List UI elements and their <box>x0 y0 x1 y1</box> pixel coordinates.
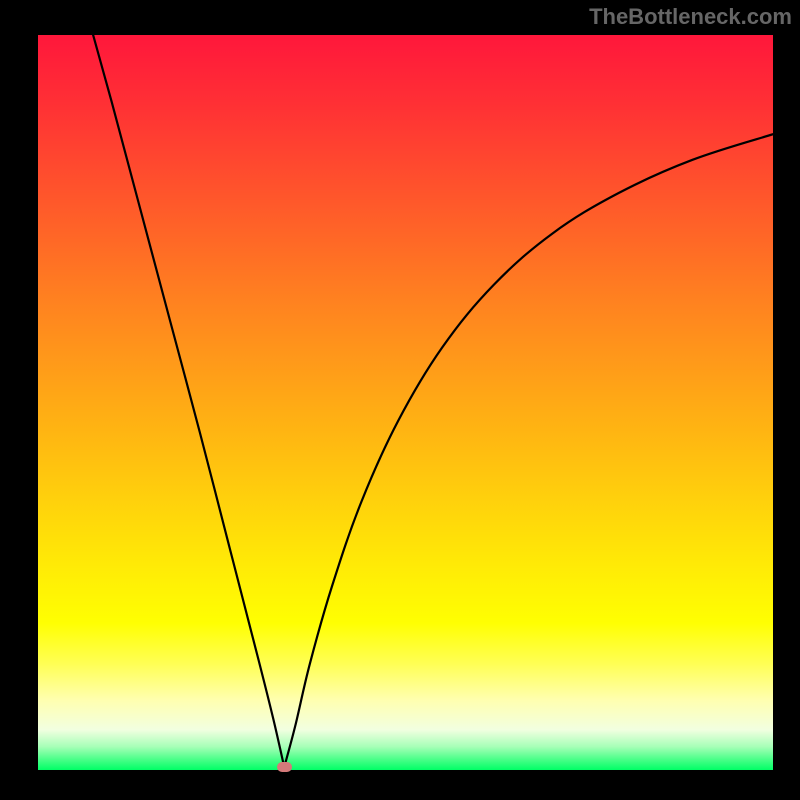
plot-area <box>38 35 773 770</box>
vertex-marker <box>277 762 292 772</box>
chart-container: TheBottleneck.com <box>0 0 800 800</box>
watermark-label: TheBottleneck.com <box>589 4 792 30</box>
gradient-background <box>38 35 773 770</box>
